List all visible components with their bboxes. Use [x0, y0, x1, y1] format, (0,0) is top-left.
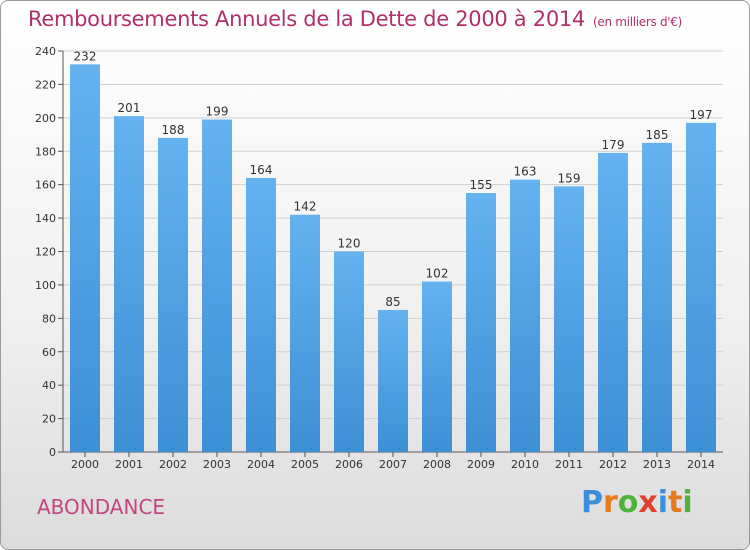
x-tick-label: 2008 [423, 458, 451, 471]
bar [686, 122, 716, 453]
data-label: 179 [602, 138, 625, 152]
y-tick-label: 160 [35, 179, 56, 192]
data-label: 197 [690, 108, 713, 122]
x-tick-label: 2000 [71, 458, 99, 471]
bar [510, 179, 540, 452]
y-tick-label: 20 [42, 413, 56, 426]
chart-title: Remboursements Annuels de la Dette de 20… [28, 7, 682, 31]
bar [158, 137, 188, 452]
data-label: 120 [338, 237, 361, 251]
bar [290, 214, 320, 452]
x-tick-label: 2006 [335, 458, 363, 471]
city-name: ABONDANCE [37, 495, 166, 519]
y-tick-label: 120 [35, 246, 56, 259]
data-label: 102 [426, 267, 449, 281]
bar [466, 193, 496, 453]
logo-letter: r [603, 485, 618, 520]
y-tick-label: 180 [35, 145, 56, 158]
bar [422, 281, 452, 452]
logo-letter: i [682, 485, 693, 520]
bar [554, 186, 584, 452]
x-tick-label: 2014 [687, 458, 715, 471]
bar [642, 142, 672, 453]
proxiti-logo: Proxiti [581, 485, 693, 520]
y-tick-label: 220 [35, 78, 56, 91]
bar [246, 177, 276, 452]
data-label: 142 [294, 200, 317, 214]
data-label: 199 [206, 105, 229, 119]
bar [378, 309, 408, 452]
data-label: 159 [558, 171, 581, 185]
data-label: 188 [162, 123, 185, 137]
logo-letter: o [617, 485, 639, 520]
bar [334, 251, 364, 452]
data-label: 164 [250, 163, 273, 177]
bar [114, 116, 144, 452]
data-label: 85 [385, 295, 400, 309]
logo-letter: t [668, 485, 683, 520]
x-tick-label: 2011 [555, 458, 583, 471]
bar [202, 119, 232, 453]
data-label: 201 [118, 101, 141, 115]
data-label: 232 [74, 49, 97, 63]
y-tick-label: 80 [42, 312, 56, 325]
data-label: 185 [646, 128, 669, 142]
logo-letter: x [638, 485, 658, 520]
x-tick-label: 2001 [115, 458, 143, 471]
logo-letter: i [657, 485, 669, 520]
x-tick-label: 2004 [247, 458, 275, 471]
data-label: 155 [470, 178, 493, 192]
x-tick-label: 2003 [203, 458, 231, 471]
y-tick-label: 200 [35, 112, 56, 125]
y-tick-label: 40 [42, 379, 56, 392]
y-tick-label: 140 [35, 212, 56, 225]
logo-letter: P [581, 485, 603, 520]
x-tick-label: 2002 [159, 458, 187, 471]
bar [598, 152, 628, 452]
y-tick-label: 60 [42, 346, 56, 359]
y-tick-label: 0 [49, 446, 56, 459]
bar [70, 64, 100, 452]
x-tick-label: 2005 [291, 458, 319, 471]
y-tick-label: 100 [35, 279, 56, 292]
data-label: 163 [514, 165, 537, 179]
x-tick-label: 2010 [511, 458, 539, 471]
x-tick-label: 2012 [599, 458, 627, 471]
x-tick-label: 2009 [467, 458, 495, 471]
y-tick-label: 240 [35, 45, 56, 58]
x-tick-label: 2007 [379, 458, 407, 471]
x-tick-label: 2013 [643, 458, 671, 471]
chart-title-text: Remboursements Annuels de la Dette de 20… [28, 7, 585, 31]
chart-unit: (en milliers d'€) [593, 15, 683, 29]
